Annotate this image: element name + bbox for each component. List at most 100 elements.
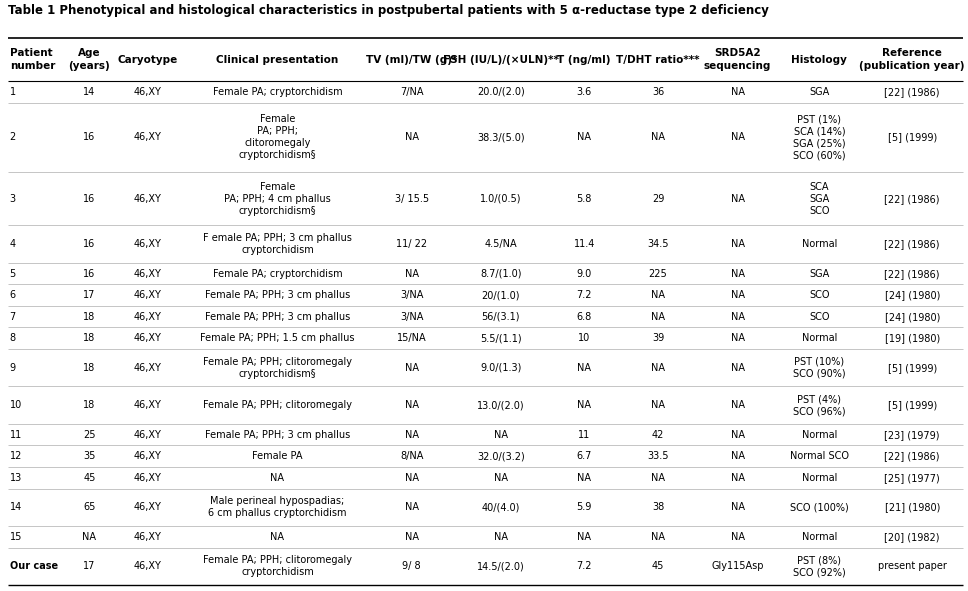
Text: Patient
number: Patient number	[10, 48, 55, 71]
Text: 45: 45	[83, 473, 96, 483]
Text: 7.2: 7.2	[576, 561, 591, 571]
Text: 33.5: 33.5	[648, 452, 669, 461]
Text: 11: 11	[578, 430, 590, 440]
Text: NA: NA	[650, 132, 665, 142]
Text: 10: 10	[10, 400, 22, 410]
Text: NA: NA	[577, 363, 591, 373]
Text: 10: 10	[578, 333, 590, 343]
Text: 14: 14	[83, 87, 96, 97]
Text: NA: NA	[731, 311, 744, 322]
Text: 4: 4	[10, 239, 15, 249]
Text: 34.5: 34.5	[648, 239, 669, 249]
Text: 7/NA: 7/NA	[400, 87, 423, 97]
Text: 45: 45	[651, 561, 664, 571]
Text: NA: NA	[494, 532, 508, 542]
Text: 65: 65	[83, 502, 96, 512]
Text: 3/NA: 3/NA	[400, 311, 423, 322]
Text: 46,XY: 46,XY	[134, 532, 162, 542]
Text: [21] (1980): [21] (1980)	[885, 502, 940, 512]
Text: SCO: SCO	[809, 290, 830, 300]
Text: 9.0/(1.3): 9.0/(1.3)	[480, 363, 522, 373]
Text: NA: NA	[577, 132, 591, 142]
Text: 3/ 15.5: 3/ 15.5	[395, 194, 429, 204]
Text: [5] (1999): [5] (1999)	[888, 400, 937, 410]
Text: NA: NA	[731, 532, 744, 542]
Text: 17: 17	[83, 561, 96, 571]
Text: 1: 1	[10, 87, 15, 97]
Text: NA: NA	[731, 400, 744, 410]
Text: F emale PA; PPH; 3 cm phallus
cryptorchidism: F emale PA; PPH; 3 cm phallus cryptorchi…	[203, 233, 351, 255]
Text: NA: NA	[731, 363, 744, 373]
Text: 35: 35	[83, 452, 96, 461]
Text: Female PA; PPH; clitoromegaly
cryptorchidism: Female PA; PPH; clitoromegaly cryptorchi…	[203, 556, 352, 577]
Text: NA: NA	[405, 473, 419, 483]
Text: 5.5/(1.1): 5.5/(1.1)	[480, 333, 522, 343]
Text: NA: NA	[731, 430, 744, 440]
Text: NA: NA	[731, 132, 744, 142]
Text: 46,XY: 46,XY	[134, 473, 162, 483]
Text: 5.9: 5.9	[577, 502, 591, 512]
Text: NA: NA	[650, 290, 665, 300]
Text: NA: NA	[731, 502, 744, 512]
Text: 46,XY: 46,XY	[134, 561, 162, 571]
Text: 3: 3	[10, 194, 15, 204]
Text: T/DHT ratio***: T/DHT ratio***	[617, 55, 700, 64]
Text: 11/ 22: 11/ 22	[396, 239, 427, 249]
Text: NA: NA	[405, 132, 419, 142]
Text: present paper: present paper	[878, 561, 947, 571]
Text: NA: NA	[270, 532, 285, 542]
Text: 9: 9	[10, 363, 15, 373]
Text: NA: NA	[577, 400, 591, 410]
Text: NA: NA	[270, 473, 285, 483]
Text: 7.2: 7.2	[576, 290, 591, 300]
Text: [22] (1986): [22] (1986)	[885, 239, 940, 249]
Text: NA: NA	[650, 311, 665, 322]
Text: Gly115Asp: Gly115Asp	[711, 561, 764, 571]
Text: PST (10%)
SCO (90%): PST (10%) SCO (90%)	[793, 357, 846, 379]
Text: 6.8: 6.8	[577, 311, 591, 322]
Text: 6.7: 6.7	[577, 452, 591, 461]
Text: NA: NA	[731, 239, 744, 249]
Text: NA: NA	[731, 87, 744, 97]
Text: NA: NA	[82, 532, 97, 542]
Text: 16: 16	[83, 194, 96, 204]
Text: [19] (1980): [19] (1980)	[885, 333, 940, 343]
Text: NA: NA	[650, 473, 665, 483]
Text: 46,XY: 46,XY	[134, 132, 162, 142]
Text: 18: 18	[83, 311, 96, 322]
Text: 12: 12	[10, 452, 22, 461]
Text: Female PA; PPH; 1.5 cm phallus: Female PA; PPH; 1.5 cm phallus	[200, 333, 354, 343]
Text: Our case: Our case	[10, 561, 58, 571]
Text: 14: 14	[10, 502, 22, 512]
Text: 46,XY: 46,XY	[134, 194, 162, 204]
Text: 32.0/(3.2): 32.0/(3.2)	[477, 452, 525, 461]
Text: TV (ml)/TW (g)*: TV (ml)/TW (g)*	[366, 55, 457, 64]
Text: 46,XY: 46,XY	[134, 239, 162, 249]
Text: 25: 25	[83, 430, 96, 440]
Text: SCO: SCO	[809, 311, 830, 322]
Text: Female
PA; PPH;
clitoromegaly
cryptorchidism§: Female PA; PPH; clitoromegaly cryptorchi…	[238, 114, 317, 160]
Text: Reference
(publication year): Reference (publication year)	[860, 48, 965, 71]
Text: [5] (1999): [5] (1999)	[888, 132, 937, 142]
Text: 46,XY: 46,XY	[134, 363, 162, 373]
Text: NA: NA	[405, 532, 419, 542]
Text: 15: 15	[10, 532, 22, 542]
Text: 13.0/(2.0): 13.0/(2.0)	[477, 400, 525, 410]
Text: 11: 11	[10, 430, 22, 440]
Text: Histology: Histology	[792, 55, 847, 64]
Text: NA: NA	[731, 333, 744, 343]
Text: 5: 5	[10, 268, 15, 278]
Text: 39: 39	[651, 333, 664, 343]
Text: [5] (1999): [5] (1999)	[888, 363, 937, 373]
Text: 38: 38	[651, 502, 664, 512]
Text: 42: 42	[651, 430, 664, 440]
Text: NA: NA	[405, 502, 419, 512]
Text: NA: NA	[577, 473, 591, 483]
Text: NA: NA	[405, 400, 419, 410]
Text: SRD5A2
sequencing: SRD5A2 sequencing	[704, 48, 771, 71]
Text: 8/NA: 8/NA	[400, 452, 423, 461]
Text: 46,XY: 46,XY	[134, 268, 162, 278]
Text: PST (1%)
SCA (14%)
SGA (25%)
SCO (60%): PST (1%) SCA (14%) SGA (25%) SCO (60%)	[793, 114, 846, 160]
Text: 18: 18	[83, 333, 96, 343]
Text: 2: 2	[10, 132, 15, 142]
